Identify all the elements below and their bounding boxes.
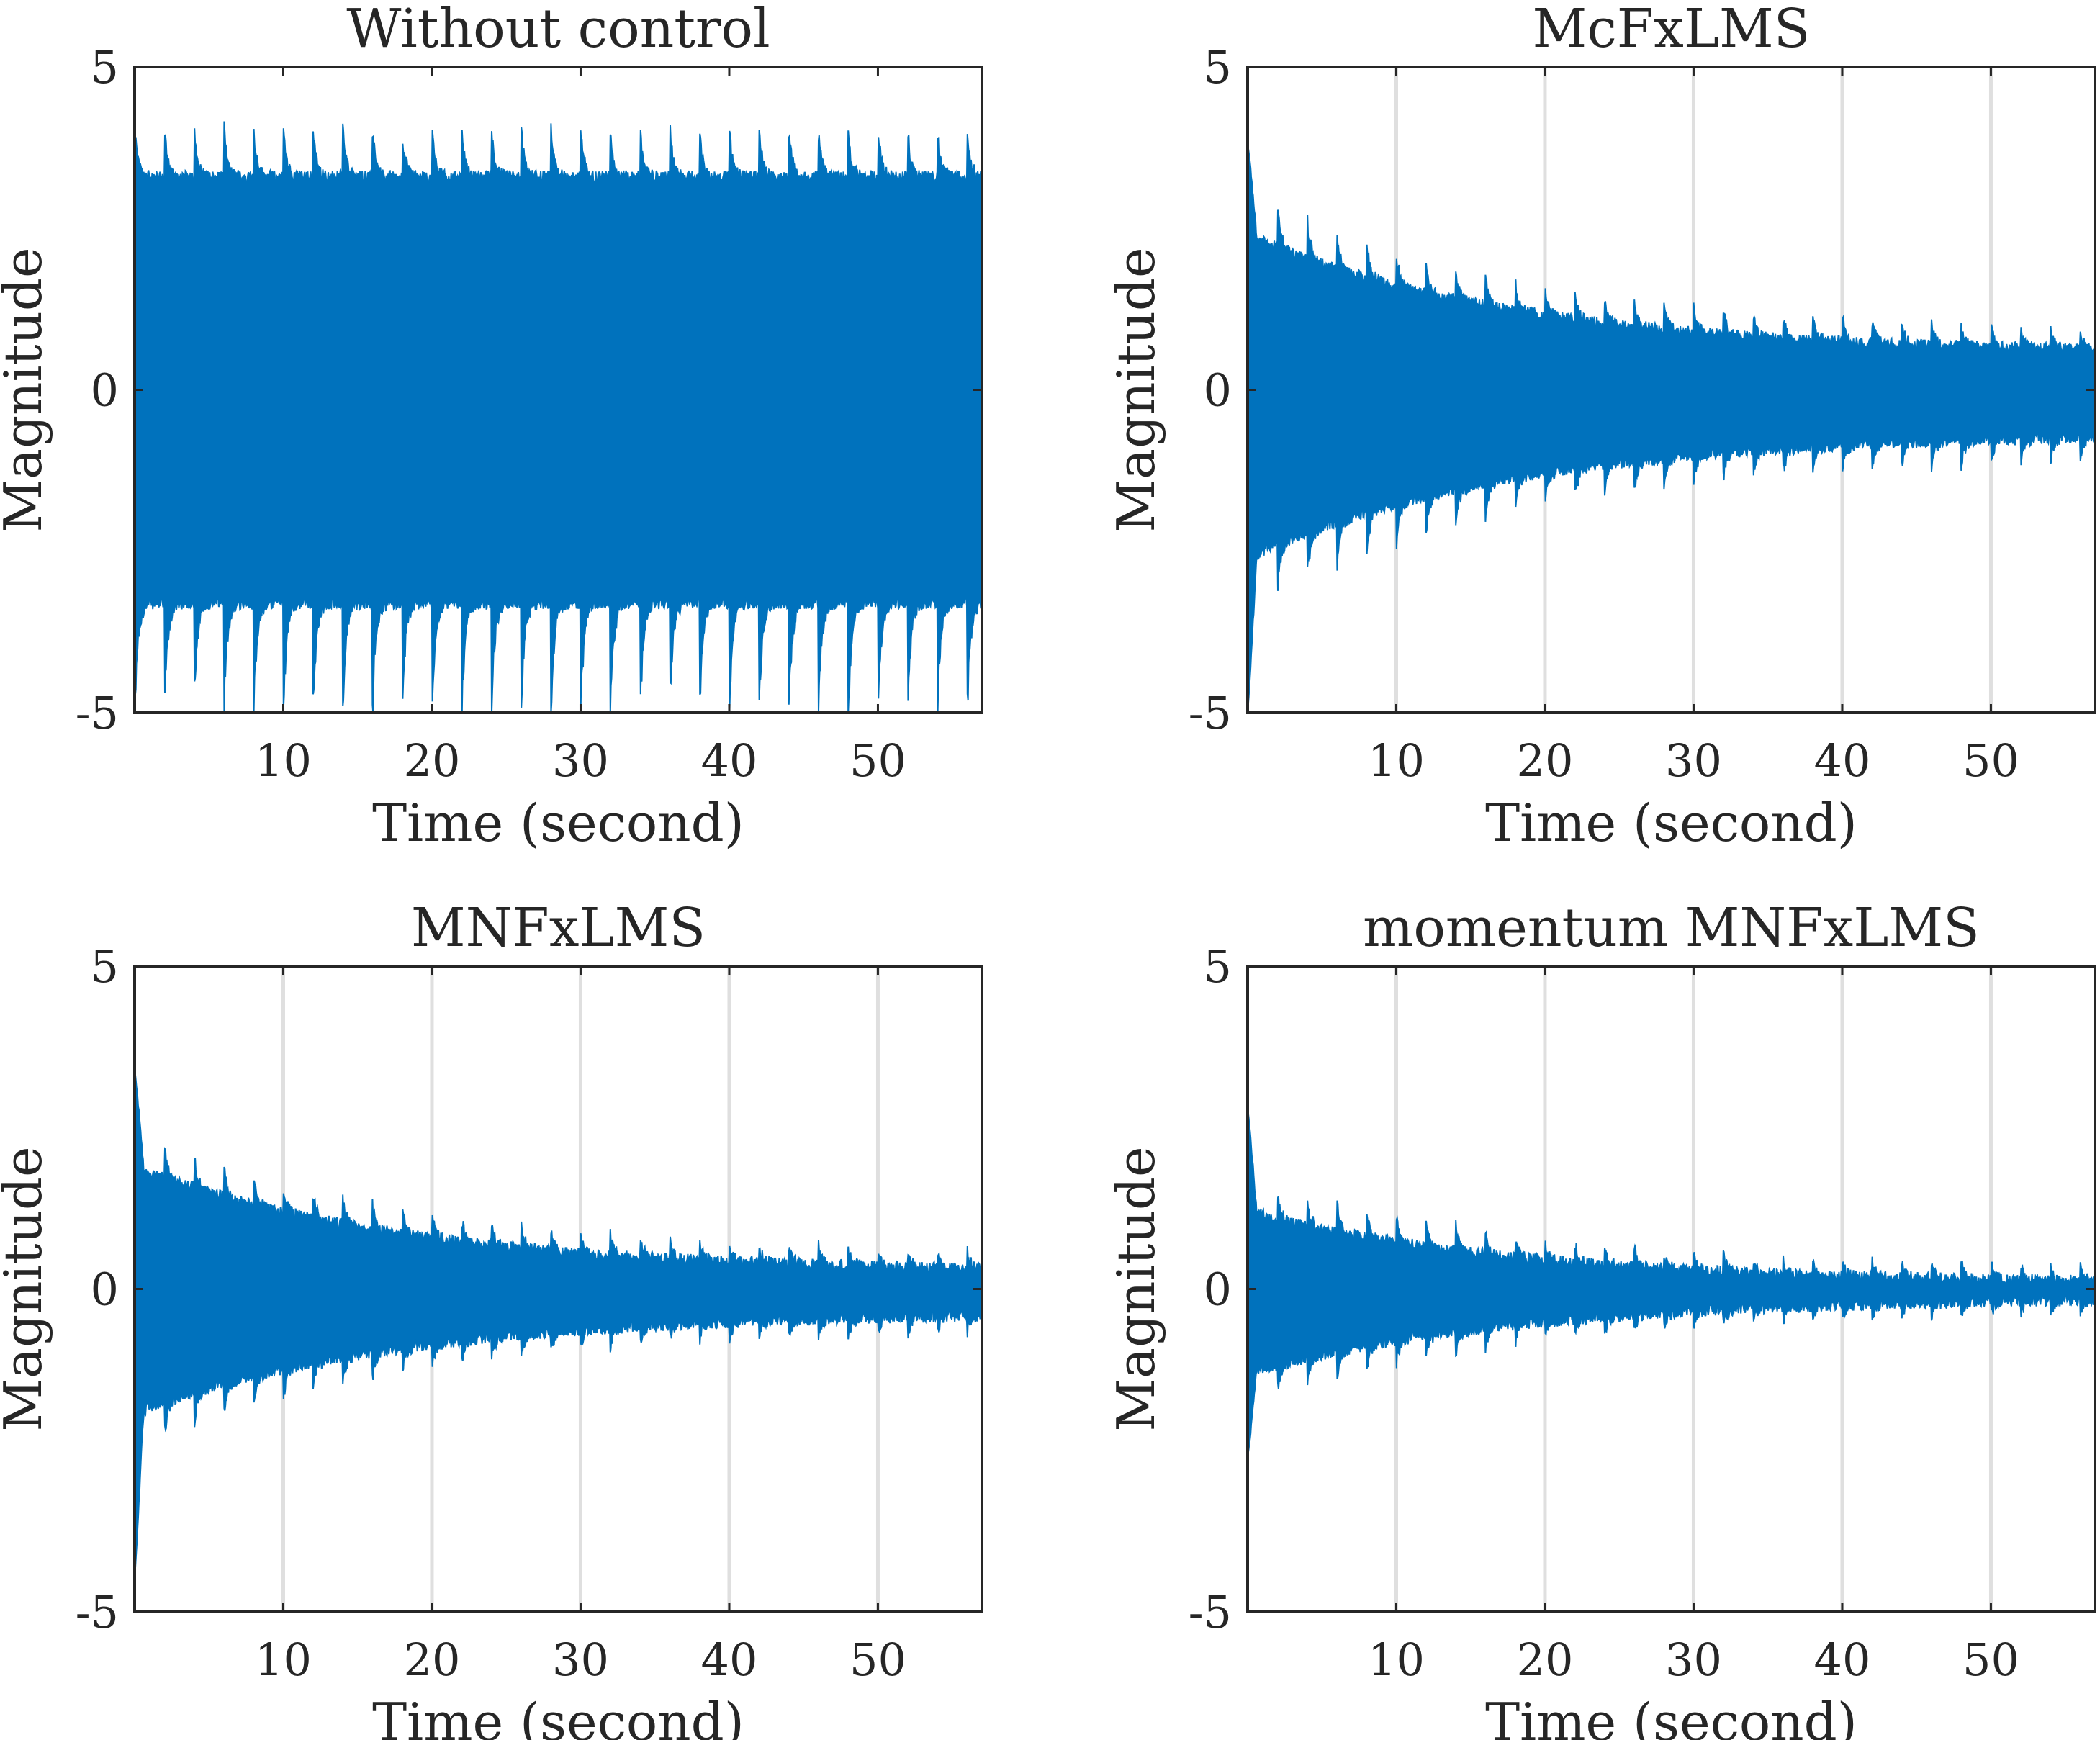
x-tick-label: 10 (255, 734, 312, 787)
y-tick-label: 0 (91, 1263, 119, 1316)
y-tick-label: -5 (1189, 1586, 1232, 1638)
y-tick-label: 0 (1204, 364, 1232, 417)
x-axis-label: Time (second) (1485, 1692, 1857, 1740)
x-tick-label: 30 (552, 734, 609, 787)
y-tick-label: 0 (1204, 1263, 1232, 1316)
x-tick-label: 20 (1517, 1633, 1574, 1686)
y-axis-label: Magnitude (0, 247, 53, 532)
y-tick-label: 5 (1204, 940, 1232, 993)
signal-series-without-control (135, 121, 982, 713)
subplot-title: Without control (346, 0, 770, 60)
x-axis-label: Time (second) (372, 793, 744, 853)
subplot-mcfxlms: 10 20 30 40 50 -5 0 5 McFxLMS Time (second) Magnit… (1106, 0, 2096, 853)
y-axis-label: Magnitude (1106, 247, 1166, 532)
x-axis-label: Time (second) (1485, 793, 1857, 853)
x-axis-label: Time (second) (372, 1692, 744, 1740)
subplot-without-control: 10 20 30 40 50 -5 0 5 Without control Time (secon… (0, 0, 983, 853)
subplot-momentum-mnfxlms: 10 20 30 40 50 -5 0 5 momentum MNFxLMS Time (seco… (1106, 897, 2096, 1740)
x-tick-label: 20 (404, 734, 461, 787)
subplot-title: momentum MNFxLMS (1363, 897, 1980, 959)
y-tick-label: -5 (76, 687, 119, 739)
x-tick-label: 10 (1368, 1633, 1425, 1686)
y-axis-label: Magnitude (0, 1146, 53, 1431)
y-tick-label: 5 (91, 41, 119, 94)
x-tick-label: 50 (1962, 1633, 2019, 1686)
x-tick-label: 20 (1517, 734, 1574, 787)
x-tick-label: 10 (255, 1633, 312, 1686)
x-tick-label: 30 (552, 1633, 609, 1686)
x-tick-label: 30 (1665, 734, 1722, 787)
x-tick-label: 40 (701, 734, 758, 787)
y-tick-label: -5 (76, 1586, 119, 1638)
y-tick-label: 5 (91, 940, 119, 993)
signal-series-mnfxlms (135, 1069, 982, 1580)
x-tick-label: 10 (1368, 734, 1425, 787)
x-tick-label: 50 (1962, 734, 2019, 787)
y-axis-label: Magnitude (1106, 1146, 1166, 1431)
signal-series-mcfxlms (1248, 144, 2095, 713)
x-tick-label: 20 (404, 1633, 461, 1686)
x-tick-label: 30 (1665, 1633, 1722, 1686)
x-tick-label: 40 (701, 1633, 758, 1686)
x-tick-label: 50 (850, 734, 906, 787)
subplot-title: McFxLMS (1533, 0, 1811, 60)
x-tick-label: 40 (1814, 734, 1871, 787)
y-tick-label: 5 (1204, 41, 1232, 94)
y-tick-label: -5 (1189, 687, 1232, 739)
subplot-title: MNFxLMS (411, 897, 706, 959)
subplot-mnfxlms: 10 20 30 40 50 -5 0 5 MNFxLMS Time (second) Magnit… (0, 897, 983, 1740)
signal-series-momentum-mnfxlms (1248, 1108, 2095, 1457)
y-tick-label: 0 (91, 364, 119, 417)
x-tick-label: 40 (1814, 1633, 1871, 1686)
x-tick-label: 50 (850, 1633, 906, 1686)
